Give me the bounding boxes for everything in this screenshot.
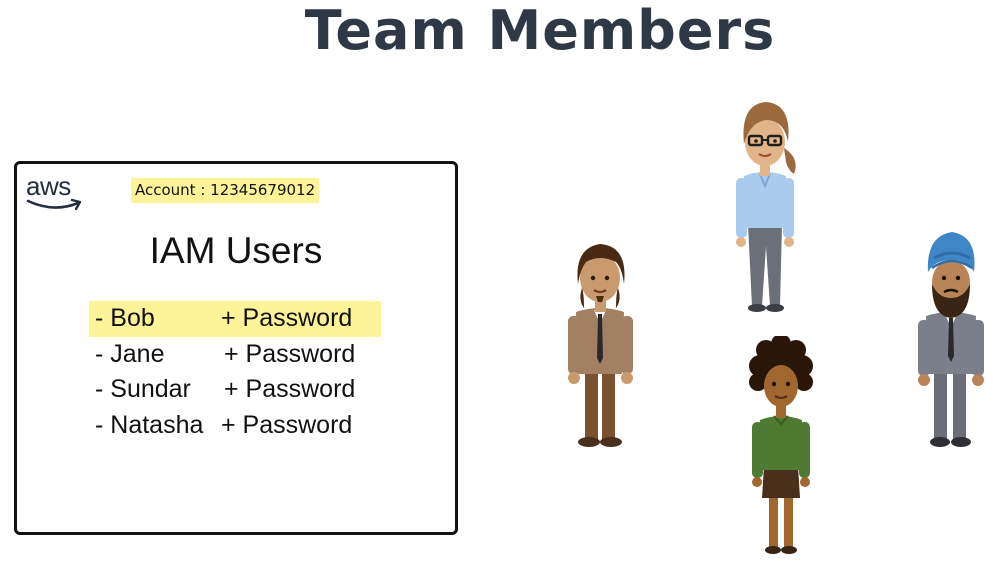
user-row-bob: - Bob + Password	[89, 301, 381, 337]
user-row-sundar: - Sundar + Password	[89, 372, 389, 408]
user-name: - Bob	[95, 304, 155, 332]
man-turban-grey-suit-icon	[918, 232, 984, 447]
iam-user-list: - Bob + Password - Jane + Password - Sun…	[89, 301, 389, 443]
aws-logo-text: aws	[26, 171, 71, 201]
user-row-natasha: - Natasha + Password	[89, 408, 389, 444]
account-id-label: Account : 12345679012	[131, 178, 320, 203]
page-title: Team Members	[304, 0, 776, 62]
man-brown-suit-icon	[568, 244, 633, 447]
user-credential: + Password	[221, 410, 353, 439]
user-credential: + Password	[224, 339, 356, 368]
user-credential: + Password	[221, 304, 353, 332]
iam-account-card: aws Account : 12345679012 IAM Users - Bo…	[14, 161, 458, 535]
user-name: - Natasha	[95, 410, 204, 439]
user-credential: + Password	[224, 375, 356, 403]
aws-smile-icon	[26, 198, 82, 211]
user-name: - Sundar	[95, 375, 191, 403]
woman-glasses-blue-shirt-icon	[736, 102, 796, 312]
aws-logo: aws	[26, 173, 86, 215]
iam-users-heading: IAM Users	[149, 230, 323, 271]
user-name: - Jane	[95, 339, 165, 368]
user-row-jane: - Jane + Password	[89, 337, 389, 373]
woman-curly-hair-green-sweater-icon	[749, 336, 813, 554]
